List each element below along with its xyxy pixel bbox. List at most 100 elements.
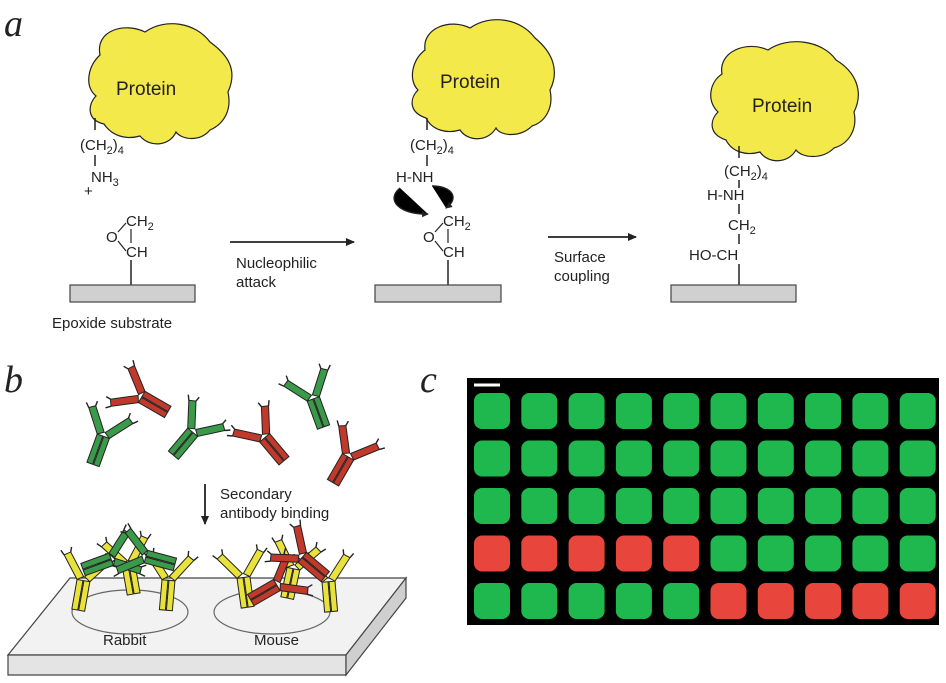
arrow2-group: Surface coupling <box>548 233 637 285</box>
arrow2-line1: Surface <box>554 249 606 266</box>
binding-arrow-line1: Secondary <box>220 486 292 503</box>
arrow2-line2: coupling <box>554 268 610 285</box>
chain-label-3: (CH2)4 <box>724 163 768 183</box>
microarray-spots <box>474 393 936 619</box>
free-antibody-green-2 <box>167 394 231 461</box>
array-spot-r3-c2 <box>521 488 558 524</box>
epoxide-ch2-1: CH2 <box>126 213 154 233</box>
substrate-1 <box>69 284 196 303</box>
binding-arrow-line2: antibody binding <box>220 505 329 522</box>
array-spot-r2-c9 <box>852 440 889 477</box>
array-spot-r1-c1 <box>474 393 510 429</box>
array-spot-r1-c10 <box>899 393 936 429</box>
substrate-2 <box>374 284 502 303</box>
array-spot-r3-c3 <box>568 488 605 524</box>
epoxide-ch-1: CH <box>126 244 148 261</box>
epoxide-o-1: O <box>106 229 118 246</box>
array-spot-r3-c6 <box>710 488 747 524</box>
array-spot-r4-c10 <box>899 535 936 572</box>
free-antibody-red-1 <box>105 359 172 419</box>
arrow1-line2: attack <box>236 274 277 291</box>
step1-group: Protein (CH2)4 NH3 + CH2 O CH Epoxide su… <box>52 23 233 332</box>
array-spot-r1-c3 <box>568 393 605 429</box>
array-spot-r3-c9 <box>852 488 889 524</box>
array-spot-r5-c7 <box>757 583 794 619</box>
panel-c: c <box>420 359 939 625</box>
array-spot-r3-c4 <box>615 488 652 524</box>
free-antibody-red-3 <box>326 420 386 487</box>
array-spot-r4-c6 <box>710 535 747 572</box>
array-spot-r4-c5 <box>663 535 700 572</box>
curved-arrow-ring-open <box>431 185 454 209</box>
array-spot-r5-c6 <box>710 583 747 619</box>
epoxide-ch-2: CH <box>443 244 465 261</box>
panel-a: a Protein (CH2)4 NH3 + CH2 O CH Epoxide … <box>4 3 859 332</box>
panel-c-letter: c <box>420 359 437 401</box>
protein-blob-3 <box>710 41 859 162</box>
array-spot-r2-c10 <box>899 440 936 477</box>
array-spot-r5-c10 <box>899 583 936 619</box>
array-spot-r1-c5 <box>663 393 700 429</box>
hnh-label-3: H-NH <box>707 187 745 204</box>
substrate-3 <box>670 284 797 303</box>
array-spot-r4-c3 <box>568 535 605 572</box>
free-antibody-red-2 <box>226 400 290 466</box>
array-spot-r1-c9 <box>852 393 889 429</box>
array-spot-r5-c9 <box>852 583 889 619</box>
step2-group: Protein (CH2)4 H-NH CH2 O CH <box>374 19 555 303</box>
array-spot-r2-c5 <box>663 440 700 477</box>
panel-b-letter: b <box>4 359 23 401</box>
array-spot-r5-c2 <box>521 583 558 619</box>
bound-antibodies <box>60 519 355 613</box>
slide-side <box>345 576 407 677</box>
chain-label-2: (CH2)4 <box>410 137 454 157</box>
array-spot-r3-c1 <box>474 488 510 524</box>
array-spot-r1-c2 <box>521 393 558 429</box>
array-spot-r1-c8 <box>805 393 842 429</box>
array-spot-r1-c4 <box>615 393 652 429</box>
hoch-label-3: HO-CH <box>689 247 738 264</box>
array-spot-r4-c8 <box>805 535 842 572</box>
bound-antibody-green-2 <box>111 522 178 578</box>
array-spot-r4-c7 <box>757 535 794 572</box>
array-spot-r4-c4 <box>615 535 652 572</box>
spot-rabbit-label: Rabbit <box>103 632 147 649</box>
slide-top <box>6 577 408 656</box>
array-spot-r1-c7 <box>757 393 794 429</box>
array-spot-r5-c1 <box>474 583 510 619</box>
hnh-label-2: H-NH <box>396 169 434 186</box>
array-spot-r4-c9 <box>852 535 889 572</box>
array-spot-r2-c2 <box>521 440 558 477</box>
array-spot-r2-c1 <box>474 440 510 477</box>
curved-arrow-attack <box>393 187 429 218</box>
bound-antibody-yellow-4 <box>212 544 268 609</box>
epoxide-ch2-2: CH2 <box>443 213 471 233</box>
protein-label-1: Protein <box>116 79 176 100</box>
array-spot-r4-c2 <box>521 535 558 572</box>
array-spot-r3-c5 <box>663 488 700 524</box>
epoxide-bond-a-2 <box>434 222 444 233</box>
epoxide-bond-b-1 <box>117 240 127 252</box>
epoxide-bond-b-2 <box>434 240 444 252</box>
array-spot-r5-c4 <box>615 583 652 619</box>
spot-mouse-label: Mouse <box>254 632 299 649</box>
slide-front <box>7 654 347 676</box>
array-spot-r5-c5 <box>663 583 700 619</box>
substrate-caption: Epoxide substrate <box>52 315 172 332</box>
array-spot-r2-c3 <box>568 440 605 477</box>
array-spot-r3-c10 <box>899 488 936 524</box>
array-spot-r2-c8 <box>805 440 842 477</box>
protein-blob-1 <box>88 23 233 145</box>
epoxide-bond-a-1 <box>117 222 127 233</box>
free-antibody-green-1 <box>85 400 139 468</box>
array-spot-r5-c8 <box>805 583 842 619</box>
amine-label-1: NH3 <box>91 169 119 189</box>
bound-antibody-red-2 <box>264 519 331 583</box>
panel-b: b Secondary antibody binding Rabbit Mous… <box>4 359 408 677</box>
arrow1-group: Nucleophilic attack <box>230 238 355 291</box>
array-spot-r2-c4 <box>615 440 652 477</box>
chain-label-1: (CH2)4 <box>80 137 124 157</box>
array-spot-r2-c7 <box>757 440 794 477</box>
protein-blob-2 <box>411 19 555 140</box>
